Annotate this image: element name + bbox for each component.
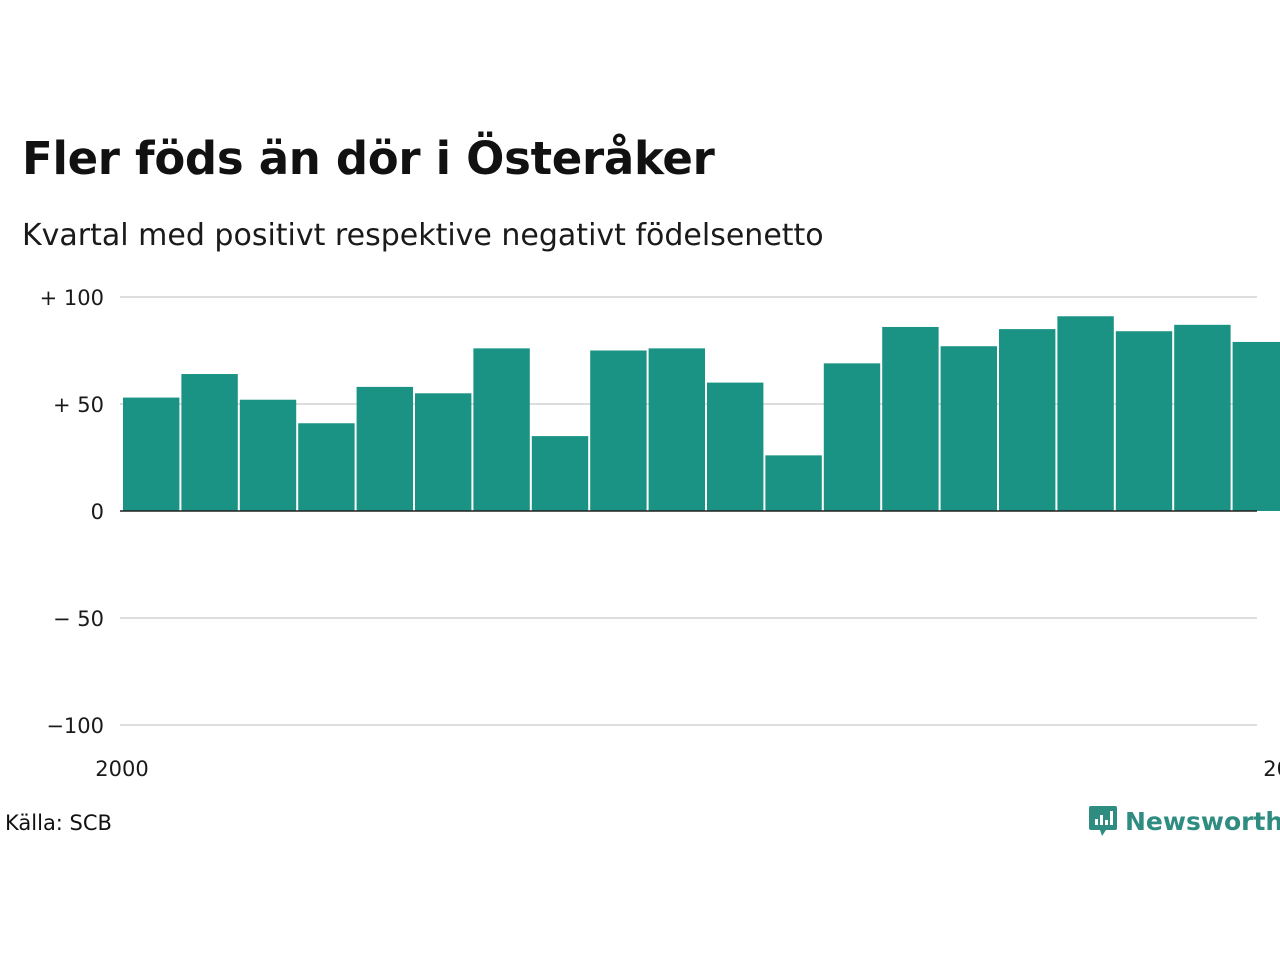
bar-positive [940,346,997,511]
y-tick-label: + 100 [40,286,104,310]
bar-positive [1115,331,1173,511]
bar-positive [1174,324,1231,511]
y-tick-label: − 50 [53,607,104,631]
x-axis-ticks: 20002005201020152020 [95,757,1280,781]
bar-positive [1232,341,1280,511]
newsworthy-logo-icon [1089,806,1117,836]
brand-logo: Newsworthy [1088,804,1280,838]
brand-name: Newsworthy [1125,806,1280,836]
bar-positive [707,382,764,511]
x-tick-label: 2005 [1263,757,1280,781]
bar-positive [648,348,705,511]
bar-positive [765,455,822,511]
bar-positive [882,326,939,511]
bar-positive [356,386,413,511]
bar-positive [123,397,180,511]
bar-positive [590,350,647,511]
x-tick-label: 2000 [95,757,148,781]
y-tick-label: + 50 [53,393,104,417]
chart-title: Fler föds än dör i Österåker [22,132,715,185]
bar-positive [298,423,355,511]
chart-subtitle: Kvartal med positivt respektive negativt… [22,218,824,253]
y-axis-ticks: + 100 + 50 0 − 50 −100 [40,286,104,738]
y-tick-label: 0 [91,500,104,524]
bar-positive [239,399,297,511]
bar-positive [823,363,881,511]
bar-positive [1057,316,1114,511]
y-tick-label: −100 [46,714,104,738]
bar-positive [181,374,238,511]
bar-positive [531,436,589,511]
source-label: Källa: SCB [5,811,112,835]
bar-positive [473,348,530,511]
bar-positive [415,393,472,511]
bar-positive [999,329,1056,511]
bars [123,316,1280,511]
bar-chart: + 100+ 500− 50−100 20002005201020152020 [40,286,1280,781]
